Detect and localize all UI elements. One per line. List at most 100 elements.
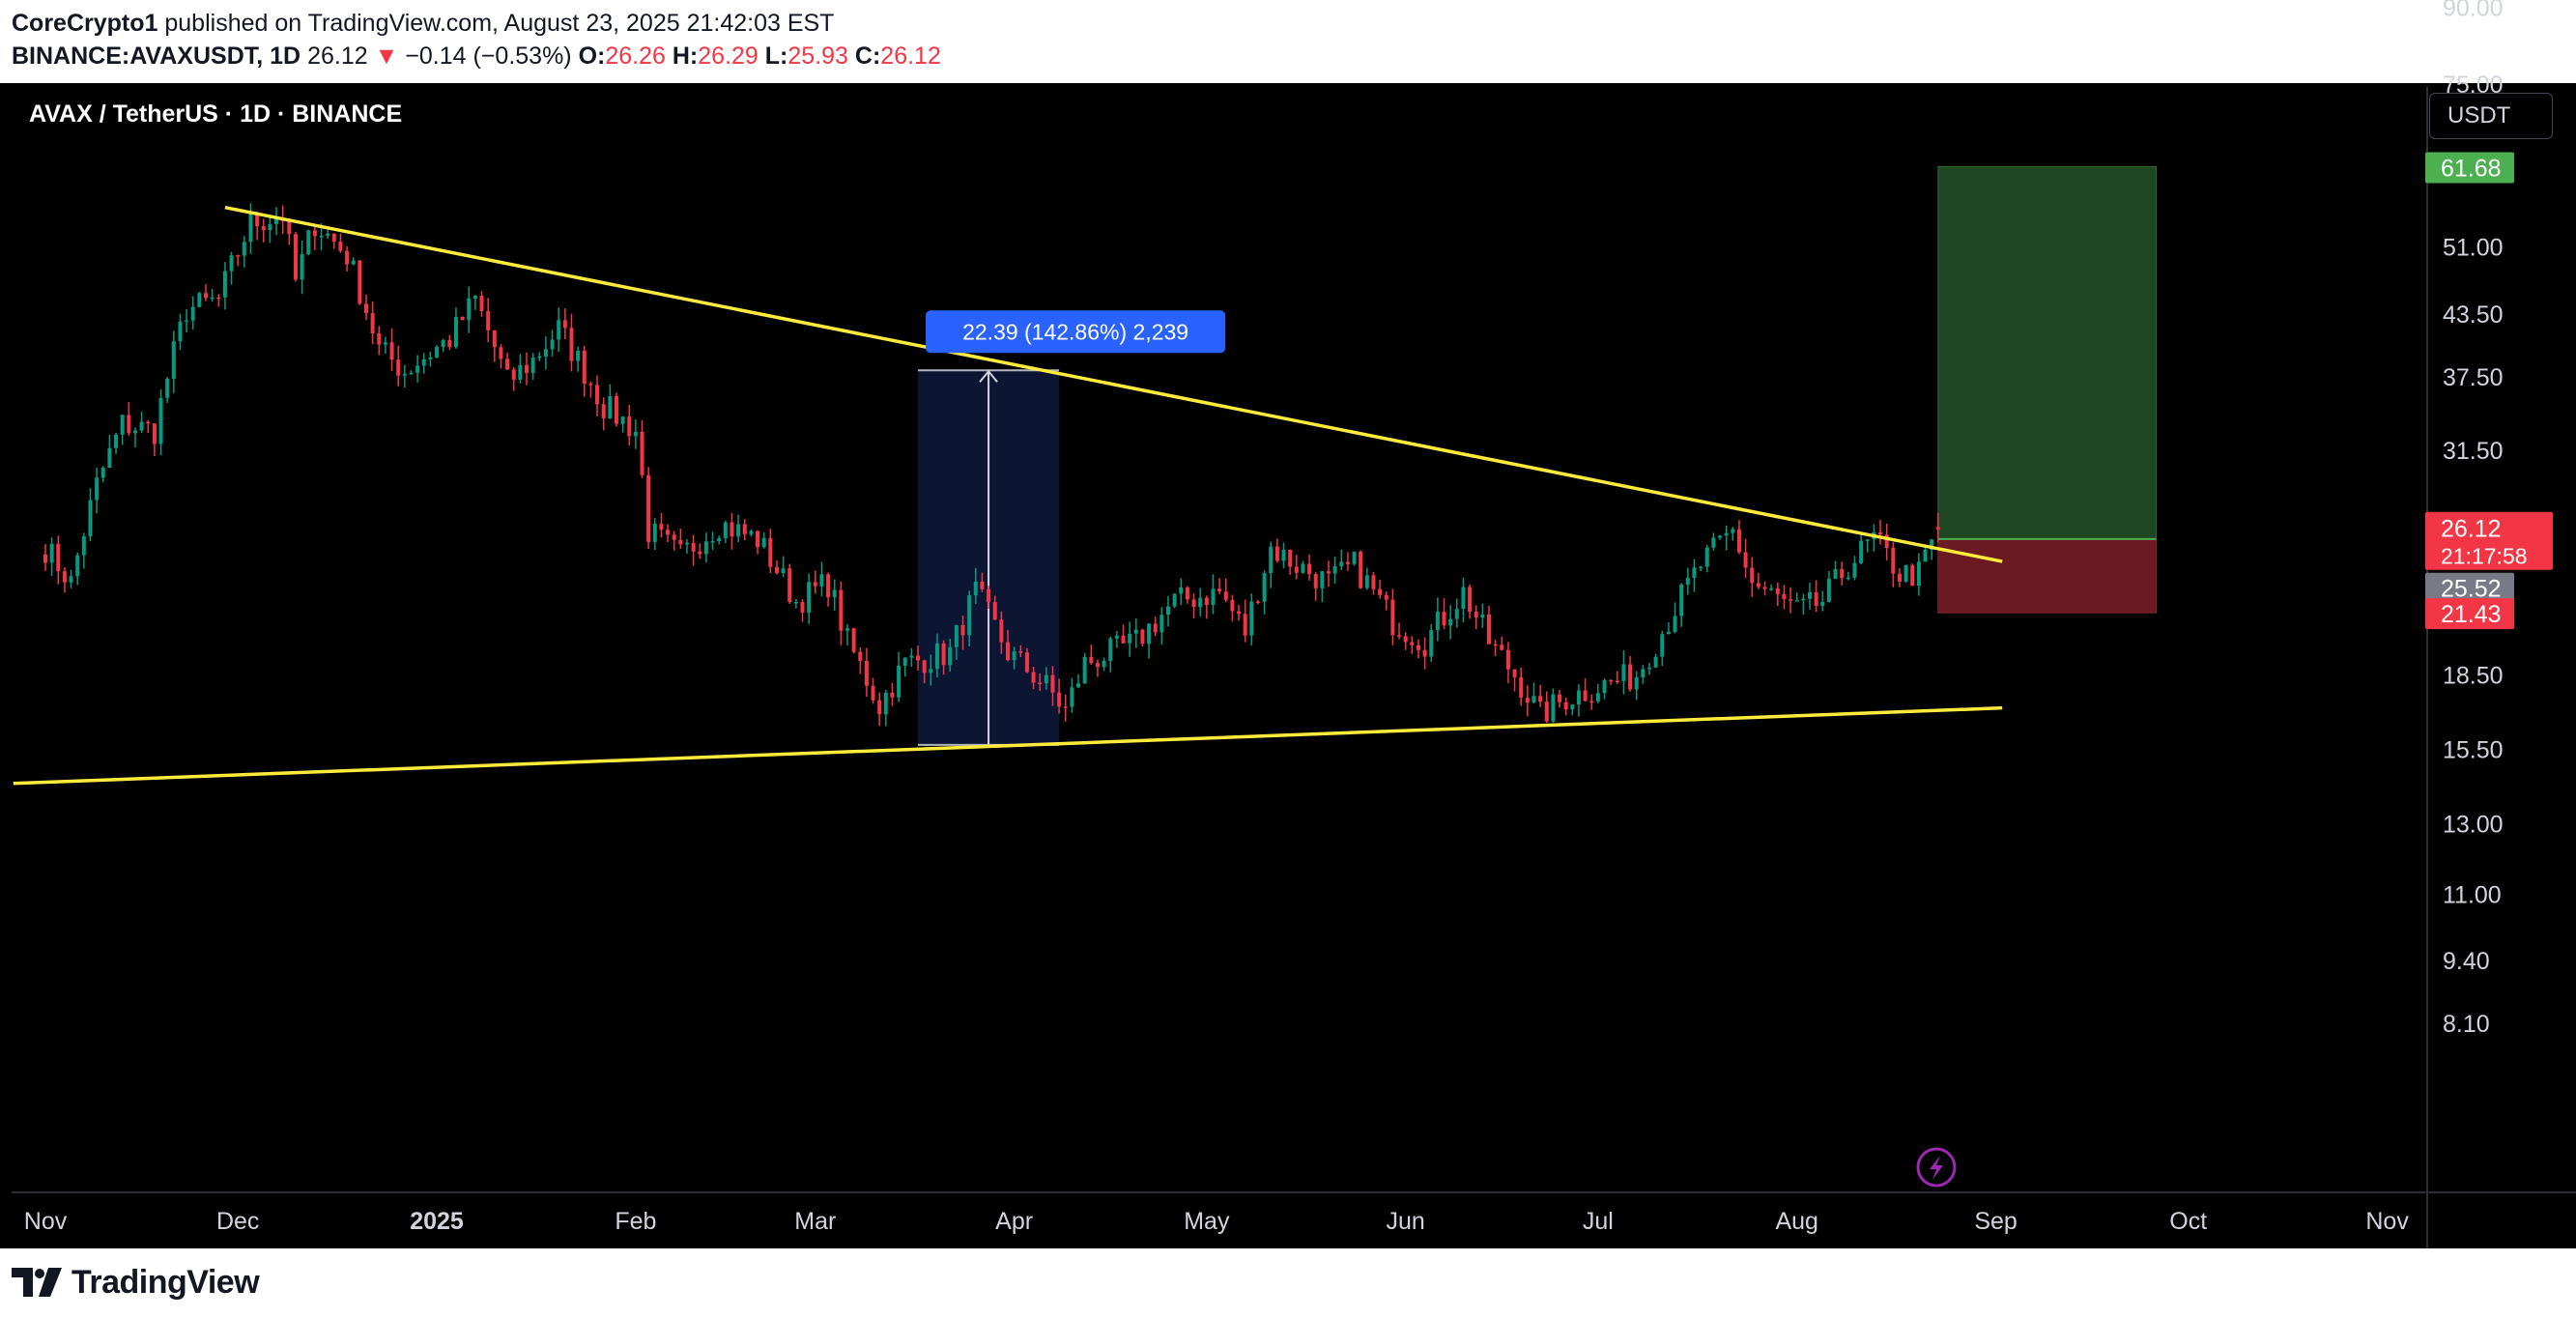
candle-body[interactable] (761, 537, 766, 548)
candle-body[interactable] (1435, 612, 1440, 631)
candle-body[interactable] (652, 524, 657, 542)
trendline-upper[interactable] (224, 205, 2003, 563)
candle-body[interactable] (331, 233, 336, 243)
candle-body[interactable] (588, 384, 593, 386)
candle-body[interactable] (1397, 635, 1402, 637)
candle-body[interactable] (1808, 591, 1812, 599)
candle-body[interactable] (1410, 642, 1415, 645)
candle-body[interactable] (300, 254, 304, 280)
candle-body[interactable] (441, 339, 445, 348)
candle-body[interactable] (530, 357, 535, 373)
candle-body[interactable] (486, 310, 491, 330)
candle-body[interactable] (1718, 535, 1723, 538)
candle-body[interactable] (1211, 588, 1216, 605)
candle-body[interactable] (666, 530, 671, 535)
candle-body[interactable] (132, 430, 137, 434)
candle-body[interactable] (1750, 567, 1755, 584)
measure-label-box[interactable] (926, 310, 1226, 354)
candle-body[interactable] (312, 230, 317, 237)
candle-body[interactable] (768, 537, 773, 567)
candle-body[interactable] (1801, 598, 1806, 601)
candle-body[interactable] (472, 296, 477, 300)
candle-body[interactable] (1237, 611, 1242, 615)
candle-body[interactable] (1531, 696, 1536, 703)
candle-body[interactable] (1243, 614, 1247, 636)
trendline-lower[interactable] (13, 705, 2003, 786)
candle-body[interactable] (1044, 674, 1048, 684)
candle-body[interactable] (1223, 591, 1228, 600)
candle-body[interactable] (1820, 602, 1825, 607)
candle-body[interactable] (659, 524, 664, 530)
candle-body[interactable] (1095, 663, 1100, 668)
candle-body[interactable] (1615, 680, 1619, 683)
candle-body[interactable] (813, 582, 817, 587)
candle-body[interactable] (1865, 539, 1870, 541)
candle-body[interactable] (95, 477, 100, 501)
stop-loss-zone[interactable] (1937, 538, 2158, 614)
candle-body[interactable] (1512, 669, 1517, 677)
candle-body[interactable] (69, 576, 73, 583)
candle-body[interactable] (1281, 549, 1286, 561)
candle-body[interactable] (1320, 571, 1325, 588)
candle-body[interactable] (88, 500, 93, 536)
candle-body[interactable] (1147, 623, 1152, 645)
candle-body[interactable] (1204, 597, 1209, 605)
candle-body[interactable] (1352, 551, 1357, 564)
candle-body[interactable] (190, 306, 195, 321)
candle-body[interactable] (1660, 634, 1665, 657)
candle-body[interactable] (1474, 612, 1478, 618)
candle-body[interactable] (1230, 599, 1235, 612)
candle-body[interactable] (1114, 635, 1119, 639)
candle-body[interactable] (229, 255, 234, 272)
candle-body[interactable] (1159, 615, 1164, 633)
candle-body[interactable] (1910, 564, 1915, 587)
candle-body[interactable] (967, 595, 972, 636)
candle-body[interactable] (222, 271, 227, 298)
candle-body[interactable] (1468, 587, 1473, 613)
candle-body[interactable] (1153, 623, 1158, 633)
candle-body[interactable] (1288, 549, 1293, 567)
candle-body[interactable] (807, 582, 812, 614)
candle-body[interactable] (1551, 694, 1556, 722)
candle-body[interactable] (1128, 633, 1132, 644)
candle-body[interactable] (819, 574, 824, 587)
candle-body[interactable] (627, 416, 632, 437)
candle-body[interactable] (1679, 584, 1684, 616)
candle-body[interactable] (1609, 679, 1614, 682)
candle-body[interactable] (1063, 706, 1068, 708)
candle-body[interactable] (1390, 599, 1395, 636)
candle-body[interactable] (871, 685, 875, 701)
candle-body[interactable] (934, 643, 939, 670)
candle-body[interactable] (620, 416, 625, 424)
candle-body[interactable] (1570, 704, 1575, 710)
candle-body[interactable] (197, 293, 202, 307)
candle-body[interactable] (774, 566, 779, 574)
candle-body[interactable] (1505, 649, 1510, 670)
candle-body[interactable] (999, 619, 1004, 643)
candle-body[interactable] (614, 396, 618, 424)
candle-body[interactable] (479, 296, 484, 311)
candle-body[interactable] (1274, 546, 1279, 561)
candle-body[interactable] (1583, 690, 1588, 702)
candle-body[interactable] (107, 447, 112, 469)
candle-body[interactable] (146, 421, 151, 424)
candle-body[interactable] (171, 341, 176, 379)
candle-body[interactable] (929, 669, 933, 673)
candle-body[interactable] (1076, 683, 1081, 688)
candle-body[interactable] (1685, 578, 1690, 585)
candle-body[interactable] (81, 535, 86, 556)
candle-body[interactable] (1327, 571, 1331, 574)
candle-body[interactable] (185, 320, 189, 323)
candle-body[interactable] (787, 568, 792, 603)
candle-body[interactable] (1814, 591, 1818, 607)
candle-body[interactable] (576, 350, 581, 361)
candle-body[interactable] (1384, 594, 1388, 600)
candle-body[interactable] (1923, 549, 1928, 562)
candle-body[interactable] (672, 534, 676, 540)
candle-body[interactable] (499, 347, 503, 359)
candle-body[interactable] (902, 657, 907, 666)
candle-body[interactable] (1359, 551, 1363, 588)
candle-body[interactable] (1422, 649, 1427, 657)
candle-body[interactable] (268, 223, 272, 231)
candle-body[interactable] (1031, 672, 1036, 683)
